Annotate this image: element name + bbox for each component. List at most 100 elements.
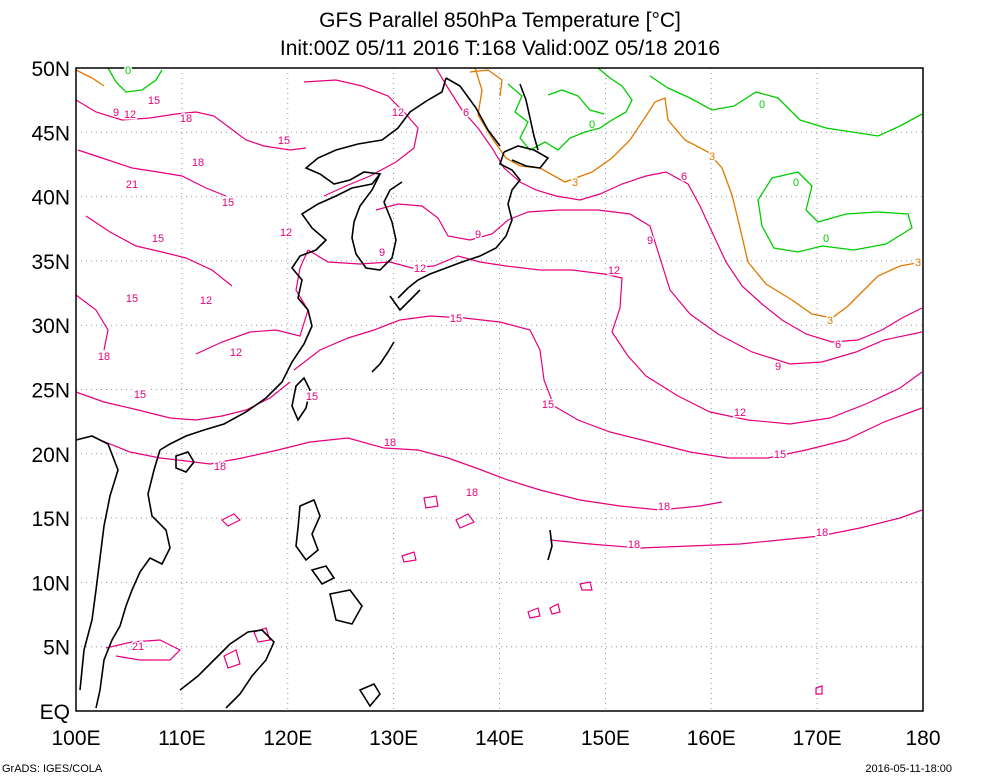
contour-warm-island <box>220 513 242 527</box>
contour-label-9c: 9 <box>475 229 481 241</box>
lat-tick-label: 5N <box>43 637 70 660</box>
coastline-japan-south <box>389 289 421 312</box>
contour-9c-line <box>375 203 923 365</box>
contour-label-0c: 0 <box>793 177 799 189</box>
contour-warm-island <box>549 603 561 615</box>
contour-15c-line <box>293 315 923 459</box>
contour-label-18c: 18 <box>628 539 640 551</box>
coastline-indochina <box>95 449 171 709</box>
lon-tick-label: 130E <box>369 727 418 750</box>
contour-label-6c: 6 <box>835 339 841 351</box>
contour-label-15c: 15 <box>152 233 164 245</box>
lon-tick-label: 100E <box>51 727 100 750</box>
coastline-hainan <box>175 451 195 473</box>
contour-0c-line <box>547 89 605 115</box>
contour-6c-line <box>435 67 923 343</box>
lat-tick-label: 15N <box>31 508 70 531</box>
contour-warm-island <box>815 685 823 695</box>
contour-warm <box>75 67 923 695</box>
contour-21c-line <box>105 639 182 661</box>
contour-label-9c: 9 <box>379 247 385 259</box>
contour-warm-island <box>423 495 439 509</box>
coastlines <box>75 77 553 709</box>
contour-label-12c: 12 <box>124 109 136 121</box>
footer-timestamp: 2016-05-11-18:00 <box>865 763 952 775</box>
contour-label-0c: 0 <box>589 119 595 131</box>
contour-18c-line <box>77 149 227 197</box>
contour-label-18c: 18 <box>816 527 828 539</box>
contour-label-9c: 9 <box>647 235 653 247</box>
contour-0c-line <box>649 75 923 137</box>
lat-tick-label: 10N <box>31 572 70 595</box>
coastline-korea <box>351 173 403 271</box>
contour-18c-line <box>99 439 179 461</box>
coastline-primorye <box>445 77 501 147</box>
coastline-sakhalin <box>519 83 539 151</box>
coastline-visayas <box>310 565 336 586</box>
contour-label-15c: 15 <box>148 95 160 107</box>
coastline-mindanao <box>329 589 363 625</box>
contour-label-3c: 3 <box>709 151 715 163</box>
contour-15c-line <box>85 215 233 287</box>
contour-label-15c: 15 <box>306 391 318 403</box>
contour-3c <box>75 67 923 319</box>
contour-12c-line <box>303 79 419 197</box>
contour-warm-island <box>401 551 417 563</box>
coastline-japan <box>397 151 522 299</box>
coastline-mariana <box>547 529 553 561</box>
lat-tick-label: 35N <box>31 251 70 274</box>
map-frame <box>75 67 924 712</box>
contour-label-18c: 18 <box>214 461 226 473</box>
contour-label-12c: 12 <box>230 347 242 359</box>
contour-label-9c: 9 <box>775 361 781 373</box>
contour-18c-line <box>177 437 723 511</box>
contour-warm-island <box>527 607 541 619</box>
contour-label-15c: 15 <box>450 313 462 325</box>
contour-18c-line <box>549 509 923 549</box>
lat-tick-label: 45N <box>31 122 70 145</box>
lat-tick-label: 20N <box>31 444 70 467</box>
contour-label-12c: 12 <box>392 107 404 119</box>
coastline-hokkaido <box>503 145 550 169</box>
lon-tick-label: 110E <box>158 727 206 750</box>
contour-label-18c: 18 <box>466 487 478 499</box>
lon-tick-label: 140E <box>475 727 524 750</box>
lon-tick-label: 180 <box>905 727 940 750</box>
contour-label-21c: 21 <box>132 641 144 653</box>
contour-label-12c: 12 <box>734 407 746 419</box>
coastline-indochina-west <box>75 435 119 691</box>
footer-credit: GrADS: IGES/COLA <box>2 763 103 775</box>
lon-tick-label: 120E <box>263 727 312 750</box>
contour-18c-line <box>75 294 109 351</box>
contour-label-15c: 15 <box>126 293 138 305</box>
contour-warm-island <box>223 649 241 669</box>
coastline-borneo <box>179 629 275 709</box>
contour-label-3c: 3 <box>915 257 921 269</box>
contour-3c-line <box>469 69 503 97</box>
lon-tick-label: 170E <box>793 727 842 750</box>
contour-label-6c: 6 <box>681 171 687 183</box>
contour-label-15c: 15 <box>222 197 234 209</box>
contour-label-6c: 6 <box>463 107 469 119</box>
contour-label-18c: 18 <box>384 437 396 449</box>
contour-0c-line <box>107 67 163 93</box>
lat-tick-label: 40N <box>31 187 70 210</box>
contour-15c-line <box>75 99 307 151</box>
contour-warm-island <box>455 513 475 529</box>
map-title: GFS Parallel 850hPa Temperature [°C] <box>319 9 681 32</box>
contour-label-0c: 0 <box>823 233 829 245</box>
lat-tick-label: EQ <box>40 701 70 724</box>
contour-15c-line <box>75 381 291 421</box>
contour-label-21c: 21 <box>126 179 138 191</box>
contour-label-18c: 18 <box>192 157 204 169</box>
contour-label-9c: 9 <box>113 107 119 119</box>
coastline-taiwan <box>291 376 311 422</box>
contour-label-0c: 0 <box>759 99 765 111</box>
contour-3c-line <box>474 67 923 319</box>
lat-tick-label: 25N <box>31 380 70 403</box>
contour-label-12c: 12 <box>200 295 212 307</box>
coastline-asia-mainland <box>159 77 447 451</box>
axis-labels: 100E 110E 120E 130E 140E 150E 160E 170E 180EQ5N1… <box>31 58 940 750</box>
